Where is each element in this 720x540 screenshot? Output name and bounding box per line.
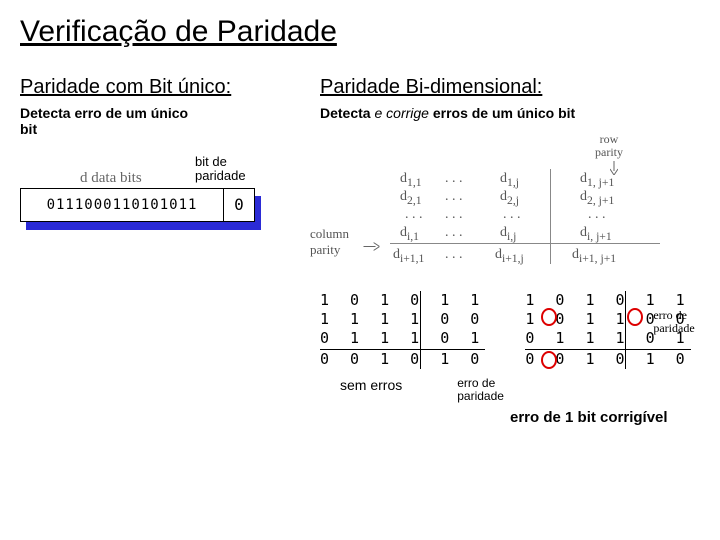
parity-bit: 0 xyxy=(224,189,254,221)
caption-no-error: sem erros xyxy=(340,377,402,403)
page-title: Verificação de Paridade xyxy=(20,15,700,49)
example-no-error: 1 0 1 0 1 1 1 1 1 1 0 0 0 1 1 1 0 1 0 0 … xyxy=(320,291,485,369)
m-dots-mid: . . . xyxy=(445,207,463,223)
ex1-r3: 0 1 1 1 0 1 xyxy=(320,329,485,348)
bitlabel-l1: bit de xyxy=(195,154,227,169)
m-dots-rna: . . . xyxy=(445,247,463,263)
right-desc: Detecta e corrige erros de um único bit xyxy=(320,105,700,121)
m-dots-c1: . . . xyxy=(405,207,423,223)
arrow-right-icon xyxy=(364,243,385,251)
ex1-vline xyxy=(420,291,421,369)
err-label-right: erro deparidade xyxy=(653,309,694,335)
m-d21: d2,1 xyxy=(400,189,422,207)
m-d2j: d2,j xyxy=(500,189,519,207)
right-column: Paridade Bi-dimensional: Detecta e corri… xyxy=(320,74,700,426)
ex1-r1: 1 0 1 0 1 1 xyxy=(320,291,485,310)
matrix-hline xyxy=(390,243,660,244)
m-d2j1: d2, j+1 xyxy=(580,189,614,207)
m-dots-ria: . . . xyxy=(445,225,463,241)
m-d1j1: d1, j+1 xyxy=(580,171,614,189)
matrix-vline xyxy=(550,169,551,264)
data-bits-bar: d data bits 0111000110101011 0 xyxy=(20,188,270,236)
caption-err: erro deparidade xyxy=(457,377,504,403)
m-dots-r2a: . . . xyxy=(445,189,463,205)
column-parity-label: columnparity xyxy=(310,226,349,258)
example-with-error: 1 0 1 0 1 1 1 0 1 1 0 0 0 1 1 1 0 1 0 0 … xyxy=(525,291,690,369)
rd3: erros de um único bit xyxy=(433,105,575,121)
ex1-r2: 1 1 1 1 0 0 xyxy=(320,310,485,329)
parity-matrix: rowparity d1,1 . . . d1,j d1, j+1 d2,1 .… xyxy=(320,141,700,271)
ex2-r1: 1 0 1 0 1 1 xyxy=(525,291,690,310)
examples: 1 0 1 0 1 1 1 1 1 1 0 0 0 1 1 1 0 1 0 0 … xyxy=(320,291,700,369)
m-dnj: di+1,j xyxy=(495,247,524,265)
m-di1: di,1 xyxy=(400,225,419,243)
rd2: e corrige xyxy=(374,105,428,121)
bitlabel-l2: paridade xyxy=(195,168,246,183)
m-d11: d1,1 xyxy=(400,171,422,189)
m-dij: di,j xyxy=(500,225,516,243)
row-parity-label: rowparity xyxy=(595,133,623,159)
m-dots-c3: . . . xyxy=(588,207,606,223)
m-dots-c2: . . . xyxy=(503,207,521,223)
data-bits: 0111000110101011 xyxy=(21,189,224,221)
m-dots-r1a: . . . xyxy=(445,171,463,187)
rd1: Detecta xyxy=(320,105,371,121)
final-note: erro de 1 bit corrigível xyxy=(510,409,700,426)
m-d1j: d1,j xyxy=(500,171,519,189)
ex1-r4: 0 0 1 0 1 0 xyxy=(320,350,485,369)
left-desc: Detecta erro de um único bit xyxy=(20,105,300,137)
captions: sem erros erro deparidade xyxy=(320,377,700,403)
m-dn1: di+1,1 xyxy=(393,247,424,265)
right-heading: Paridade Bi-dimensional: xyxy=(320,74,700,100)
m-dnj1: di+1, j+1 xyxy=(572,247,616,265)
bar: 0111000110101011 0 xyxy=(20,188,255,222)
ex2-vline xyxy=(625,291,626,369)
left-heading: Paridade com Bit único: xyxy=(20,74,300,100)
left-desc-l1: Detecta erro de um único xyxy=(20,105,188,121)
m-dij1: di, j+1 xyxy=(580,225,612,243)
left-desc-l2: bit xyxy=(20,121,37,137)
bit-de-paridade-label: bit de paridade xyxy=(195,155,300,184)
left-column: Paridade com Bit único: Detecta erro de … xyxy=(20,74,300,426)
columns: Paridade com Bit único: Detecta erro de … xyxy=(20,74,700,426)
